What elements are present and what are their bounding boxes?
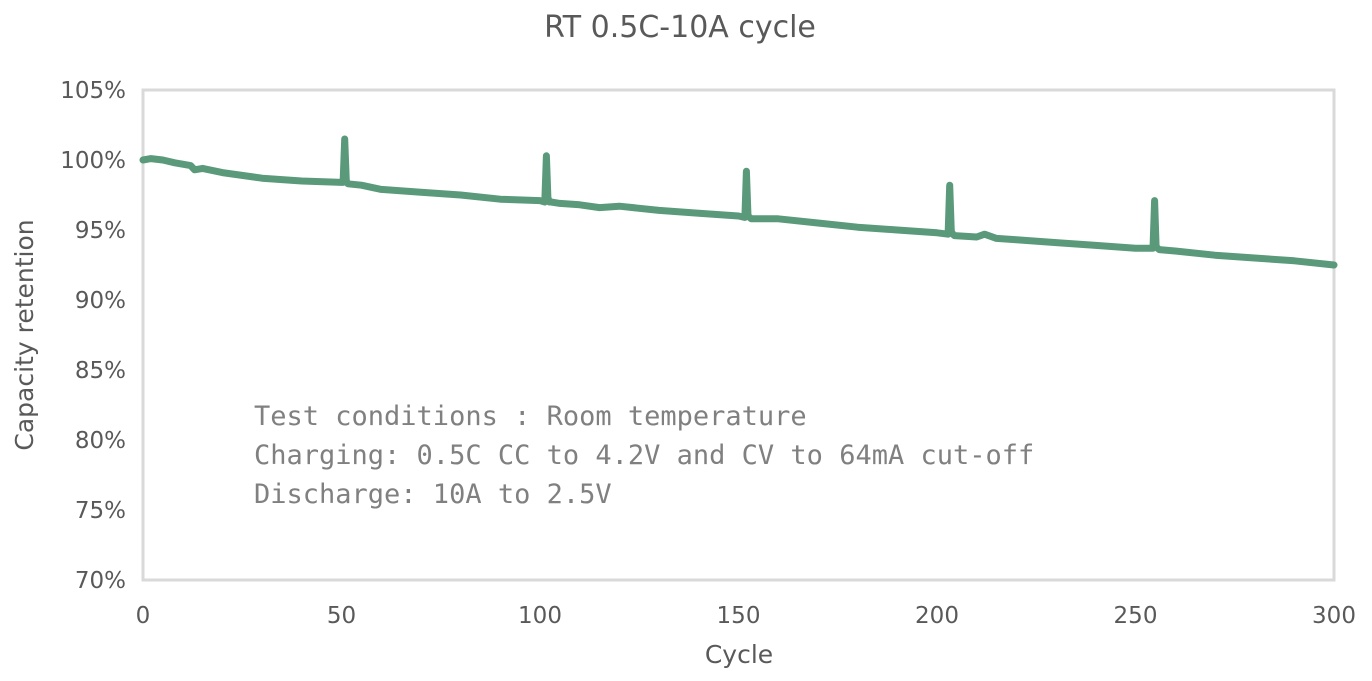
x-axis-title: Cycle [705,640,773,669]
x-tick-label: 100 [518,603,562,629]
x-axis: 0 50 100 150 200 250 300 [136,603,1356,629]
y-tick-label: 85% [75,358,126,384]
y-tick-label: 75% [75,498,126,524]
y-tick-label: 70% [75,568,126,594]
x-tick-label: 0 [136,603,151,629]
y-axis: 70% 75% 80% 85% 90% 95% 100% 105% [60,78,126,594]
x-tick-label: 150 [717,603,761,629]
y-axis-title: Capacity retention [10,219,39,450]
test-conditions-annotation: Test conditions : Room temperature Charg… [254,401,1034,510]
y-tick-label: 95% [75,218,126,244]
x-tick-label: 200 [915,603,959,629]
y-tick-label: 80% [75,428,126,454]
capacity-retention-series-line [139,135,1338,269]
x-tick-label: 50 [327,603,356,629]
y-tick-label: 90% [75,288,126,314]
chart-title: RT 0.5C-10A cycle [544,10,816,45]
y-tick-label: 105% [60,78,126,104]
x-tick-label: 250 [1114,603,1158,629]
x-tick-label: 300 [1312,603,1356,629]
annotation-line-test-conditions: Test conditions : Room temperature [254,401,807,432]
annotation-line-charging: Charging: 0.5C CC to 4.2V and CV to 64mA… [254,440,1034,471]
annotation-line-discharge: Discharge: 10A to 2.5V [254,479,612,510]
series-layer [139,135,1338,269]
y-tick-label: 100% [60,148,126,174]
